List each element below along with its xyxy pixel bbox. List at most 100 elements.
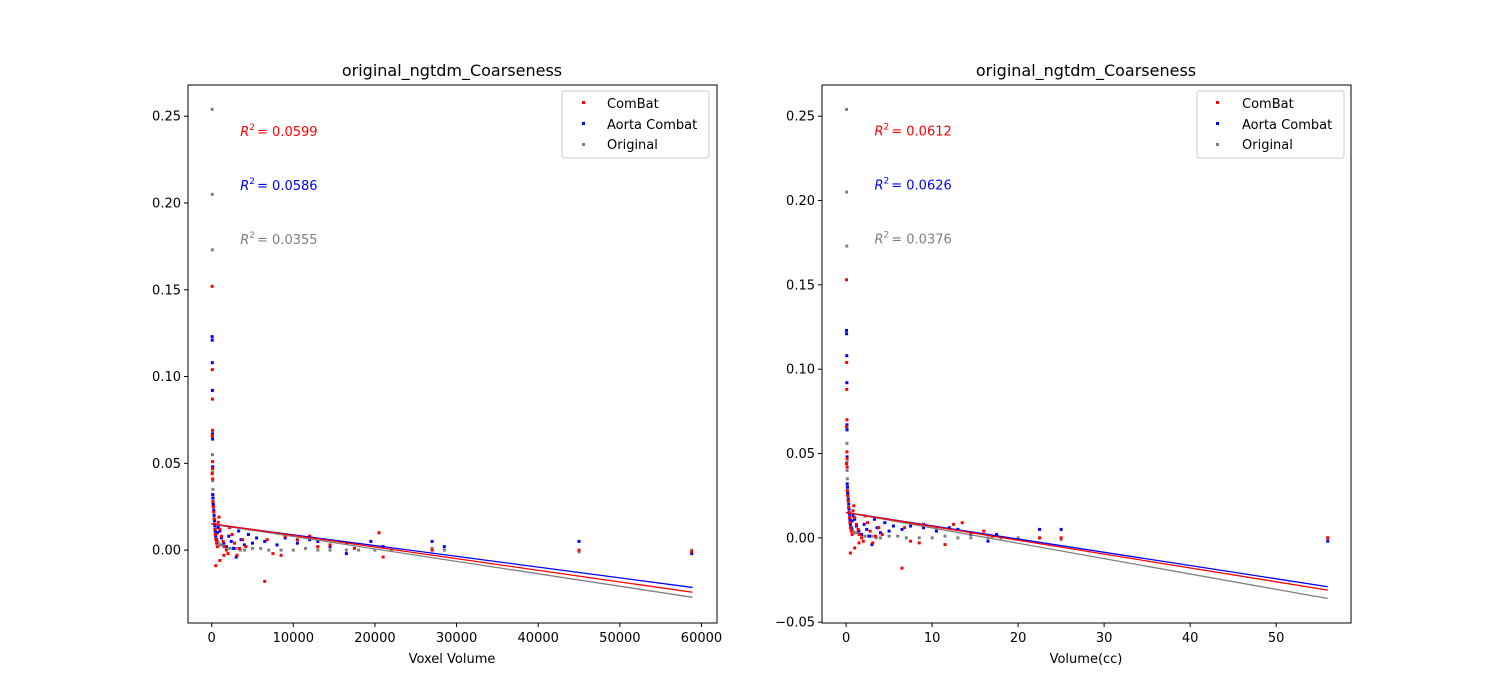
data-point xyxy=(316,539,320,543)
data-point xyxy=(878,531,882,535)
r2-annotation-original: R2 = 0.0355 xyxy=(240,231,317,248)
data-point xyxy=(848,522,852,526)
x-axis: 0 10 20 30 40 50 xyxy=(842,623,1284,646)
data-point xyxy=(1326,539,1330,543)
y-tick-label: 0.15 xyxy=(786,278,815,293)
data-point xyxy=(853,546,857,550)
data-point xyxy=(226,552,230,556)
data-point xyxy=(853,531,857,535)
data-point xyxy=(845,354,849,358)
y-tick-label: 0.10 xyxy=(786,363,815,378)
data-layer xyxy=(210,107,694,598)
data-point xyxy=(295,538,299,542)
data-point xyxy=(845,190,849,194)
data-point xyxy=(210,284,214,288)
data-point xyxy=(848,521,852,525)
data-point xyxy=(904,536,908,540)
data-point xyxy=(369,539,373,543)
data-point xyxy=(328,543,332,547)
data-point xyxy=(848,551,852,555)
data-point xyxy=(877,526,881,530)
data-point xyxy=(279,548,283,552)
data-point xyxy=(283,534,287,538)
data-point xyxy=(211,479,215,483)
data-point xyxy=(865,527,869,531)
data-point xyxy=(344,548,348,552)
data-point xyxy=(265,538,269,542)
data-point xyxy=(212,517,216,521)
plot-frame xyxy=(821,84,1352,624)
data-point xyxy=(229,539,233,543)
x-tick-label: 0 xyxy=(208,631,216,646)
data-point xyxy=(430,539,434,543)
data-point xyxy=(430,548,434,552)
data-point xyxy=(577,548,581,552)
data-point xyxy=(995,532,999,536)
data-point xyxy=(903,526,907,530)
data-point xyxy=(295,541,299,545)
data-point xyxy=(909,539,913,543)
data-point xyxy=(214,538,218,542)
x-axis: 0 10000 20000 30000 40000 50000 60000 xyxy=(208,623,722,646)
data-point xyxy=(845,441,849,445)
data-point xyxy=(211,477,215,481)
data-point xyxy=(215,531,219,535)
data-point xyxy=(845,426,849,430)
y-tick-label: 0.20 xyxy=(786,194,815,209)
data-point xyxy=(241,538,245,542)
data-point xyxy=(852,504,856,508)
data-point xyxy=(845,468,849,472)
data-point xyxy=(353,546,357,550)
data-point xyxy=(308,534,312,538)
chart-title: original_ngtdm_Coarseness xyxy=(342,61,562,81)
legend-marker-original xyxy=(1216,143,1219,146)
data-point xyxy=(373,548,377,552)
data-point xyxy=(328,545,332,549)
data-point xyxy=(328,548,332,552)
data-point xyxy=(316,548,320,552)
y-tick-label: 0.25 xyxy=(152,110,181,125)
data-point xyxy=(862,522,866,526)
data-point xyxy=(917,541,921,545)
data-point xyxy=(242,548,246,552)
data-point xyxy=(845,423,849,427)
x-tick-label: 10 xyxy=(924,631,941,646)
data-point xyxy=(283,536,287,540)
legend-marker-combat xyxy=(1216,101,1219,104)
x-tick-label: 60000 xyxy=(681,631,722,646)
data-point xyxy=(219,534,223,538)
data-point xyxy=(856,527,860,531)
data-point xyxy=(845,332,849,336)
data-point xyxy=(900,527,904,531)
data-point xyxy=(232,546,236,550)
data-point xyxy=(211,460,215,464)
data-point xyxy=(845,387,849,391)
y-tick-label: 0.00 xyxy=(152,544,181,559)
data-point xyxy=(690,548,694,552)
data-point xyxy=(873,534,877,538)
data-point xyxy=(216,541,220,545)
data-point xyxy=(215,545,219,549)
y-tick-label: 0.00 xyxy=(786,531,815,546)
data-point xyxy=(846,494,850,498)
data-point xyxy=(883,521,887,525)
x-tick-label: 30 xyxy=(1096,631,1113,646)
data-point xyxy=(845,244,849,248)
data-point xyxy=(851,509,855,513)
data-point xyxy=(210,435,214,439)
data-point xyxy=(860,536,864,540)
data-point xyxy=(271,552,275,556)
data-point xyxy=(233,541,237,545)
data-point xyxy=(211,470,215,474)
y-axis: −0.05 0.00 0.05 0.10 0.15 0.20 0.25 xyxy=(775,110,822,631)
x-tick-label: 30000 xyxy=(436,631,477,646)
data-point xyxy=(845,381,849,385)
data-point xyxy=(854,524,858,528)
data-point xyxy=(872,517,876,521)
data-point xyxy=(212,513,216,517)
r2-annotation-original: R2 = 0.0376 xyxy=(874,231,951,248)
data-point xyxy=(230,532,234,536)
data-point xyxy=(917,536,921,540)
data-point xyxy=(218,529,222,533)
